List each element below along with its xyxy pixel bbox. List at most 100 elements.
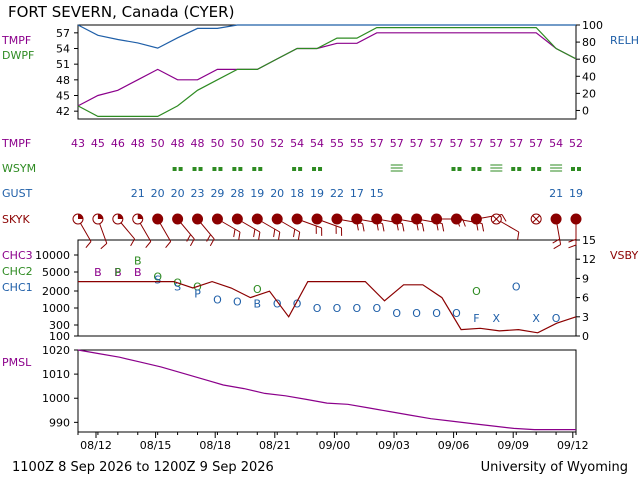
tmpf-value: 46 xyxy=(111,137,125,150)
time-tick-label: 08/21 xyxy=(259,439,291,452)
gust-row-label: GUST xyxy=(2,187,33,200)
chc1-code: O xyxy=(333,302,342,315)
wind-barb xyxy=(233,229,236,238)
temp-tick-label: 54 xyxy=(56,43,70,56)
chc1-code: O xyxy=(293,298,302,311)
tmpf-value: 57 xyxy=(370,137,384,150)
rain-symbol xyxy=(258,167,263,171)
tmpf-value: 50 xyxy=(230,137,244,150)
gust-value: 29 xyxy=(210,187,224,200)
tmpf-value: 50 xyxy=(250,137,264,150)
gust-value: 28 xyxy=(230,187,244,200)
time-tick-label: 08/12 xyxy=(80,439,112,452)
ceiling-tick-label: 2000 xyxy=(42,285,70,298)
gust-value: 19 xyxy=(310,187,324,200)
rain-symbol xyxy=(312,167,317,171)
tmpf-value: 55 xyxy=(350,137,364,150)
chc1-code: O xyxy=(313,302,322,315)
sky-obscured-x xyxy=(532,215,541,223)
tmpf-value: 57 xyxy=(390,137,404,150)
gust-value: 19 xyxy=(250,187,264,200)
chc1-code: O xyxy=(392,307,401,320)
temp-tick-label: 45 xyxy=(56,90,70,103)
sky-overcast xyxy=(311,213,323,225)
tmpf-value: 54 xyxy=(310,137,324,150)
rain-symbol xyxy=(451,167,456,171)
sky-overcast xyxy=(570,213,582,225)
chc1-code: O xyxy=(512,280,521,293)
rain-symbol xyxy=(298,167,303,171)
wind-barb xyxy=(206,234,212,242)
wind-barb xyxy=(258,231,261,240)
vsby-tick-label: 6 xyxy=(582,292,589,305)
gust-value: 20 xyxy=(171,187,185,200)
chc1-code: O xyxy=(412,307,421,320)
visibility-line xyxy=(78,280,577,334)
chc1-code: O xyxy=(432,307,441,320)
pmsl-tick-label: 990 xyxy=(49,416,70,429)
relh-tick-label: 20 xyxy=(582,87,596,100)
wsym-row-label: WSYM xyxy=(2,162,36,175)
relh-tick-label: 40 xyxy=(582,70,596,83)
tmpf-line xyxy=(77,32,577,107)
tmpf-value: 57 xyxy=(489,137,503,150)
wind-barb xyxy=(481,223,485,232)
rain-symbol xyxy=(178,167,183,171)
ceiling-tick-label: 100 xyxy=(49,330,70,343)
temp-tick-label: 57 xyxy=(56,27,70,40)
gust-value: 19 xyxy=(569,187,583,200)
wind-barb xyxy=(568,238,577,243)
chc1-code: O xyxy=(372,302,381,315)
vsby-tick-label: 12 xyxy=(582,253,596,266)
tmpf-value: 50 xyxy=(210,137,224,150)
ceiling-tick-label: 10000 xyxy=(35,249,70,262)
tmpf-value: 43 xyxy=(71,137,85,150)
chc2-code: O xyxy=(253,283,262,296)
sky-scattered-fill xyxy=(117,214,123,219)
relh-tick-label: 100 xyxy=(582,19,603,32)
relh-tick-label: 80 xyxy=(582,36,596,49)
rain-symbol xyxy=(198,167,203,171)
gust-value: 20 xyxy=(270,187,284,200)
time-tick-label: 09/09 xyxy=(497,439,529,452)
tmpf-value: 52 xyxy=(569,137,583,150)
dwpf-line xyxy=(77,27,577,118)
wind-barb xyxy=(186,234,192,242)
time-tick-label: 09/00 xyxy=(319,439,351,452)
rain-symbol xyxy=(252,167,257,171)
tmpf-value: 57 xyxy=(509,137,523,150)
sky-obscured-x xyxy=(492,215,501,223)
cloud-panel-frame xyxy=(77,239,577,337)
tmpf-value: 48 xyxy=(171,137,185,150)
ceiling-tick-label: 300 xyxy=(49,319,70,332)
wind-barb xyxy=(145,241,152,249)
rain-symbol xyxy=(471,167,476,171)
vsby-tick-label: 3 xyxy=(582,311,589,324)
chc1-code: X xyxy=(493,312,501,325)
vsby-tick-label: 15 xyxy=(582,234,596,247)
chc3-code: B xyxy=(134,266,142,279)
tmpf-value: 57 xyxy=(430,137,444,150)
ceiling-tick-label: 1000 xyxy=(42,302,70,315)
wind-barb xyxy=(278,231,281,240)
sky-overcast xyxy=(550,213,562,225)
dwpf-label: DWPF xyxy=(2,49,34,62)
vsby-tick-label: 9 xyxy=(582,272,589,285)
wind-barb xyxy=(501,214,507,222)
chc2-code: B xyxy=(134,254,142,267)
relh-line xyxy=(77,24,576,49)
tmpf-value: 52 xyxy=(270,137,284,150)
sky-overcast xyxy=(231,213,243,225)
pmsl-tick-label: 1000 xyxy=(42,392,70,405)
pressure-panel-frame xyxy=(77,349,577,433)
sky-overcast xyxy=(450,213,462,225)
chc3-code: B xyxy=(114,266,122,279)
gust-value: 23 xyxy=(191,187,205,200)
sky-overcast xyxy=(391,213,403,225)
tmpf-value: 57 xyxy=(410,137,424,150)
vsby-tick-label: 0 xyxy=(582,330,589,343)
chc1-code: O xyxy=(213,294,222,307)
gust-value: 20 xyxy=(151,187,165,200)
